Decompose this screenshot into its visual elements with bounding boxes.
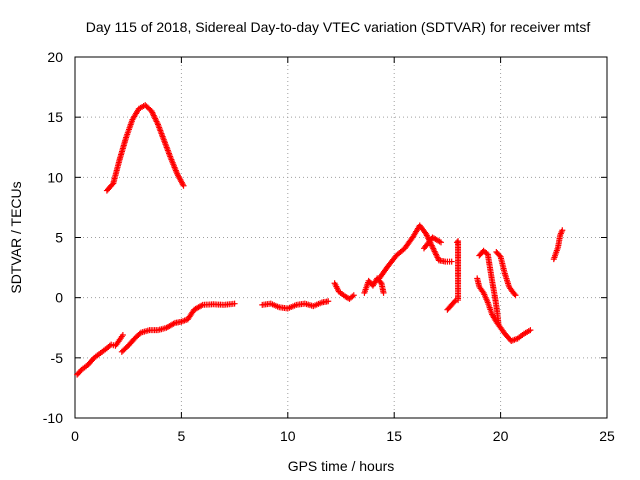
- data-point: [438, 239, 445, 246]
- y-axis-label: SDTVAR / TECUs: [8, 181, 24, 293]
- y-tick-label: 15: [47, 109, 63, 125]
- y-tick-label: 20: [47, 49, 63, 65]
- data-point: [527, 327, 534, 334]
- data-series: [118, 300, 238, 355]
- y-tick-label: 5: [55, 230, 63, 246]
- data-series: [376, 222, 455, 282]
- data-series: [259, 298, 332, 312]
- data-point: [380, 289, 387, 296]
- x-tick-label: 15: [386, 428, 402, 444]
- data-point: [119, 331, 126, 338]
- data-points: [74, 102, 566, 378]
- y-tick-label: -5: [51, 350, 64, 366]
- data-point: [231, 300, 238, 307]
- data-series: [361, 275, 387, 296]
- data-point: [325, 298, 332, 305]
- data-point: [448, 258, 455, 265]
- y-tick-label: 10: [47, 169, 63, 185]
- grid-lines: [75, 57, 607, 418]
- data-series: [420, 234, 445, 252]
- data-series: [444, 297, 459, 313]
- axis-ticks: 0 5 10 15 20 25 -10 -5 0 5 10 15 20: [43, 49, 615, 444]
- data-series: [474, 275, 534, 344]
- x-axis-label: GPS time / hours: [288, 458, 395, 474]
- x-tick-label: 20: [493, 428, 509, 444]
- data-series: [550, 227, 566, 263]
- data-point: [511, 291, 518, 298]
- data-point: [495, 321, 502, 328]
- data-series: [493, 248, 519, 299]
- data-point: [455, 297, 462, 304]
- y-tick-label: -10: [43, 410, 63, 426]
- data-series: [476, 247, 502, 328]
- chart-title: Day 115 of 2018, Sidereal Day-to-day VTE…: [86, 19, 591, 35]
- y-tick-label: 0: [55, 290, 63, 306]
- data-series: [331, 280, 357, 302]
- x-tick-label: 10: [280, 428, 296, 444]
- x-tick-label: 5: [178, 428, 186, 444]
- data-point: [451, 298, 458, 305]
- data-series: [453, 238, 462, 304]
- data-point: [180, 182, 187, 189]
- data-series: [103, 102, 187, 194]
- x-tick-label: 0: [71, 428, 79, 444]
- data-point: [350, 292, 357, 299]
- x-tick-label: 25: [599, 428, 615, 444]
- data-point: [559, 227, 566, 234]
- data-series: [74, 331, 126, 378]
- data-point: [512, 292, 519, 299]
